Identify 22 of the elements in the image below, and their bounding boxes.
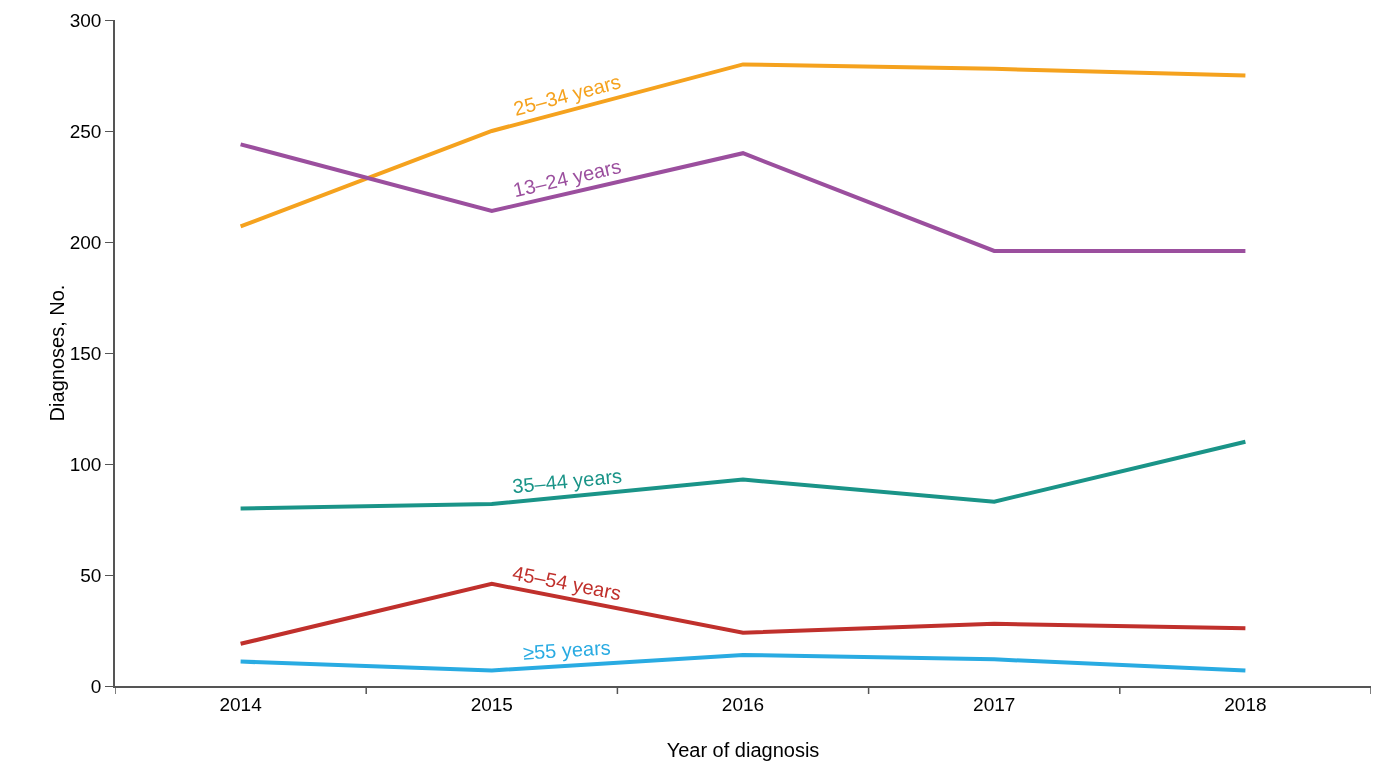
y-tick-label: 150 bbox=[69, 342, 102, 364]
x-axis-title: Year of diagnosis bbox=[666, 738, 820, 761]
y-tick-label: 100 bbox=[69, 453, 102, 475]
x-tick-label: 2016 bbox=[721, 693, 765, 715]
y-tick-label: 300 bbox=[69, 9, 102, 31]
line-series bbox=[238, 62, 1248, 229]
text: 35–44 years bbox=[511, 464, 623, 498]
x-tick-label: 2015 bbox=[470, 693, 513, 715]
series-label: ≥55 years bbox=[522, 636, 612, 664]
y-tick-label: 0 bbox=[90, 675, 102, 697]
text: 45–54 years bbox=[510, 561, 624, 605]
y-tick-label: 250 bbox=[69, 120, 102, 142]
y-tick-label: 200 bbox=[69, 231, 102, 253]
x-tick-label: 2014 bbox=[219, 693, 263, 715]
line-series bbox=[238, 142, 1248, 253]
line-series bbox=[238, 439, 1248, 511]
x-tick-label: 2018 bbox=[1224, 693, 1267, 715]
y-axis-title: Diagnoses, No. bbox=[45, 284, 68, 422]
x-tick-label: 2017 bbox=[973, 693, 1016, 715]
y-tick-label: 50 bbox=[80, 564, 102, 586]
text: 13–24 years bbox=[511, 154, 624, 202]
text: 25–34 years bbox=[511, 70, 624, 120]
